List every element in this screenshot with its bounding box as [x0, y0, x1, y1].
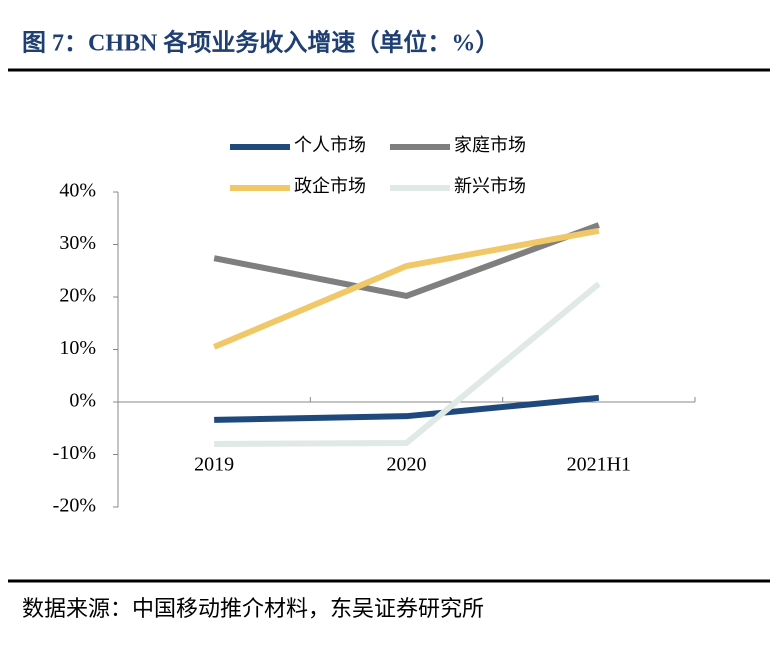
- legend-label: 个人市场: [294, 135, 366, 155]
- legend-label: 政企市场: [294, 176, 366, 196]
- series-line: [213, 227, 600, 350]
- y-tick-label: 20%: [59, 285, 96, 307]
- y-tick-label: -20%: [53, 495, 96, 517]
- x-tick-label: 2019: [194, 454, 234, 476]
- legend-label: 新兴市场: [454, 176, 526, 196]
- y-tick-label: 40%: [59, 180, 96, 202]
- legend-label: 家庭市场: [454, 135, 526, 155]
- y-tick-label: 30%: [59, 232, 96, 254]
- chart-title: 图 7：CHBN 各项业务收入增速（单位：%）: [22, 29, 499, 57]
- series-line: [213, 222, 600, 299]
- y-tick-label: -10%: [53, 442, 96, 464]
- series-line: [214, 281, 601, 447]
- y-tick-label: 0%: [69, 390, 96, 412]
- series-line: [214, 394, 600, 423]
- x-tick-label: 2021H1: [567, 454, 631, 476]
- x-tick-label: 2020: [387, 454, 427, 476]
- source-note: 数据来源：中国移动推介材料，东吴证券研究所: [22, 596, 484, 621]
- y-tick-label: 10%: [59, 337, 96, 359]
